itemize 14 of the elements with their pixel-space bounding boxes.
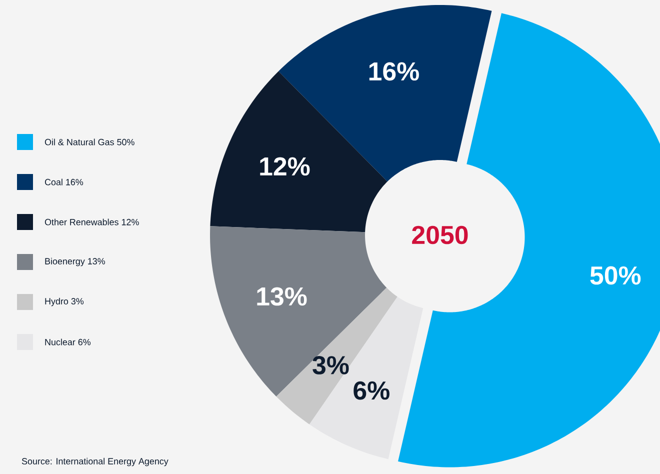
legend-label: Hydro 3%	[45, 298, 84, 306]
legend-label: Bioenergy 13%	[45, 258, 105, 266]
data-label: 16%	[369, 62, 419, 81]
legend-label: Nuclear 6%	[45, 338, 91, 346]
source-note: Source: International Energy Agency	[22, 458, 168, 466]
data-label: 12%	[260, 157, 310, 176]
text: 2050	[412, 226, 468, 244]
legend-label: Coal 16%	[44, 178, 84, 186]
legend-label: Oil & Natural Gas 50%	[44, 138, 134, 146]
data-label: 6%	[354, 381, 390, 400]
data-label: 50%	[590, 266, 641, 285]
data-label: 13%	[257, 287, 307, 306]
data-label: 3%	[312, 356, 349, 374]
legend-label: Other Renewables 12%	[44, 218, 139, 226]
